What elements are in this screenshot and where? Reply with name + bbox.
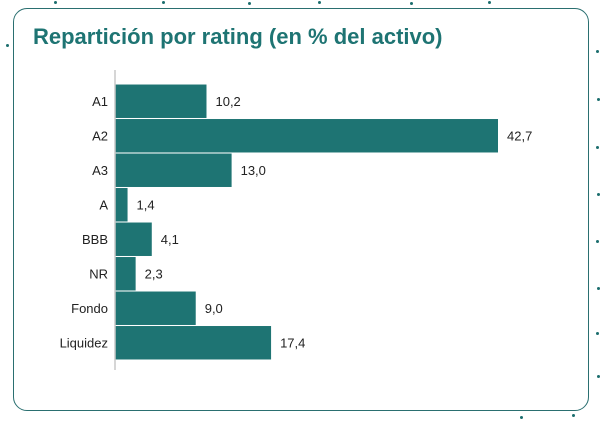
decorative-dot [596,146,599,149]
category-label: BBB [82,232,108,247]
decorative-dot [488,1,491,4]
value-label: 17,4 [280,335,305,350]
decorative-dot [597,375,600,378]
value-label: 9,0 [205,301,223,316]
decorative-dot [597,98,600,101]
decorative-dot [54,1,57,4]
value-label: 1,4 [137,197,155,212]
value-label: 42,7 [507,128,532,143]
decorative-dot [318,1,321,4]
category-label: NR [89,266,108,281]
decorative-dot [6,44,9,47]
bar-a2 [115,119,498,153]
chart-title: Repartición por rating (en % del activo) [33,24,443,49]
value-label: 4,1 [161,232,179,247]
bar-nr [115,257,136,291]
bar-bbb [115,222,152,256]
decorative-dot [596,240,599,243]
bar-a [115,188,128,222]
value-label: 2,3 [145,266,163,281]
value-label: 10,2 [215,94,240,109]
decorative-dot [597,193,600,196]
decorative-dot [597,287,600,290]
category-label: Fondo [71,301,108,316]
bar-a1 [115,84,207,118]
bar-a3 [115,153,232,187]
category-label: A [99,197,108,212]
category-label: A3 [92,163,108,178]
category-label: Liquidez [60,335,108,350]
decorative-dot [248,2,251,5]
decorative-dot [572,414,575,417]
decorative-dot [410,2,413,5]
chart-card [13,8,589,411]
category-label: A1 [92,94,108,109]
decorative-dot [520,416,523,419]
bar-liquidez [115,326,272,360]
decorative-dot [596,332,599,335]
decorative-dot [596,50,599,53]
bar-fondo [115,291,196,325]
value-label: 13,0 [241,163,266,178]
category-label: A2 [92,128,108,143]
decorative-dot [162,1,165,4]
